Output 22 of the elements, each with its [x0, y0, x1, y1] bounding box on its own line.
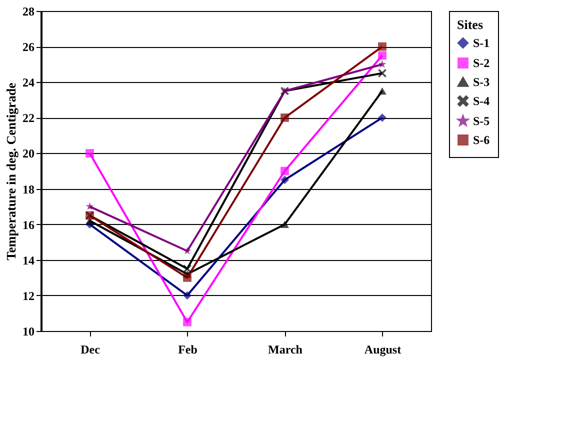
legend-title: Sites: [457, 17, 483, 32]
x-tick-label: Feb: [178, 342, 198, 356]
legend-label: S-2: [473, 56, 490, 70]
x-tick-label: August: [364, 342, 402, 356]
x-tick-label: March: [268, 342, 303, 356]
y-axis-title: Temperature in deg. Centigrade: [4, 82, 18, 260]
y-tick-label: 26: [22, 40, 34, 54]
legend-label: S-1: [473, 36, 490, 50]
y-tick-label: 10: [22, 324, 34, 338]
y-tick-label: 28: [22, 4, 34, 18]
x-tick-label: Dec: [80, 342, 101, 356]
y-tick-label: 24: [22, 76, 34, 90]
legend-label: S-3: [473, 75, 490, 89]
legend-label: S-5: [473, 114, 490, 128]
legend-label: S-6: [473, 133, 490, 147]
y-tick-label: 18: [22, 182, 34, 196]
legend-label: S-4: [473, 94, 490, 108]
y-tick-label: 16: [22, 218, 34, 232]
y-tick-label: 12: [22, 288, 34, 303]
y-tick-label: 22: [22, 111, 34, 126]
y-tick-label: 14: [22, 253, 34, 268]
y-tick-label: 20: [22, 146, 34, 161]
